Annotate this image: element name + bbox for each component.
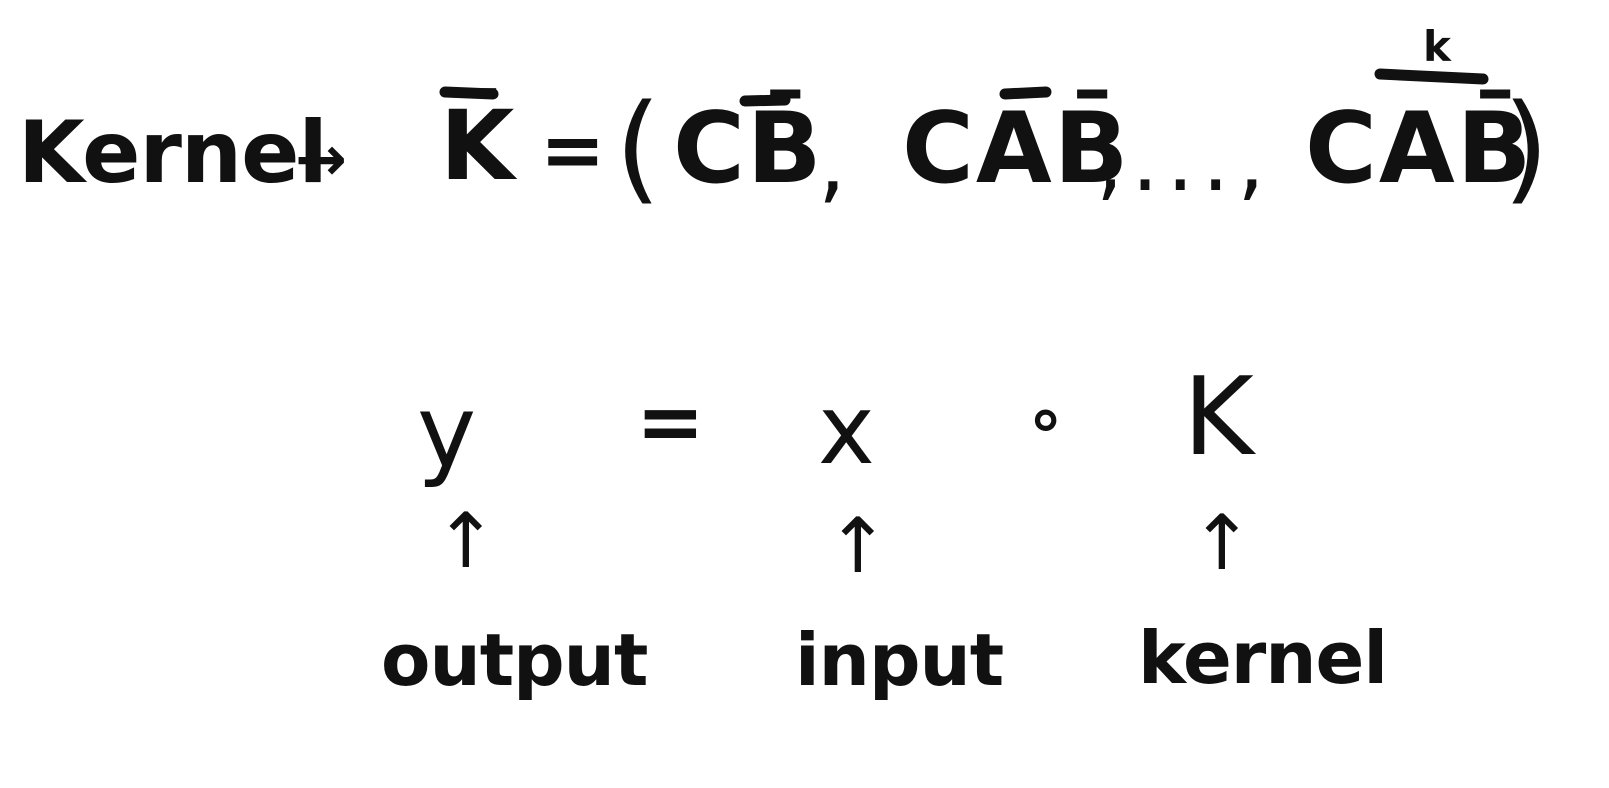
open-parenthesis: ( [615, 78, 662, 216]
k-symbol: K [1183, 355, 1254, 480]
convolution-operator: ∘ [1025, 380, 1067, 457]
superscript-k: k [1423, 22, 1451, 71]
b1-overline [739, 94, 791, 107]
cab-overline [1374, 68, 1489, 85]
kernel-arrow-icon: ↑ [1190, 498, 1254, 587]
term-cb: CB̄ [673, 92, 824, 206]
x-symbol: x [818, 374, 875, 486]
comma-separator: , [818, 110, 846, 213]
kernel-label-bottom: kernel [1138, 616, 1388, 700]
equals-sign-bottom: = [636, 375, 705, 470]
ellipsis-separator: ,..., [1096, 111, 1273, 211]
output-arrow-icon: ↑ [434, 496, 498, 585]
input-arrow-icon: ↑ [826, 501, 890, 590]
kbar-overline [439, 86, 499, 100]
b2-overline [999, 86, 1052, 100]
kernel-label-top: Kernel [18, 103, 328, 203]
k-bar-symbol: K̄ [440, 90, 515, 202]
arrow-icon: → [295, 122, 347, 195]
term-cab-power: CAB̄ [1305, 92, 1534, 206]
input-label: input [795, 618, 1004, 702]
equals-sign-top: = [540, 106, 606, 196]
close-parenthesis: ) [1503, 78, 1550, 216]
y-symbol: y [417, 373, 477, 490]
output-label: output [381, 618, 648, 702]
term-cab: CAB̄ [902, 92, 1131, 206]
